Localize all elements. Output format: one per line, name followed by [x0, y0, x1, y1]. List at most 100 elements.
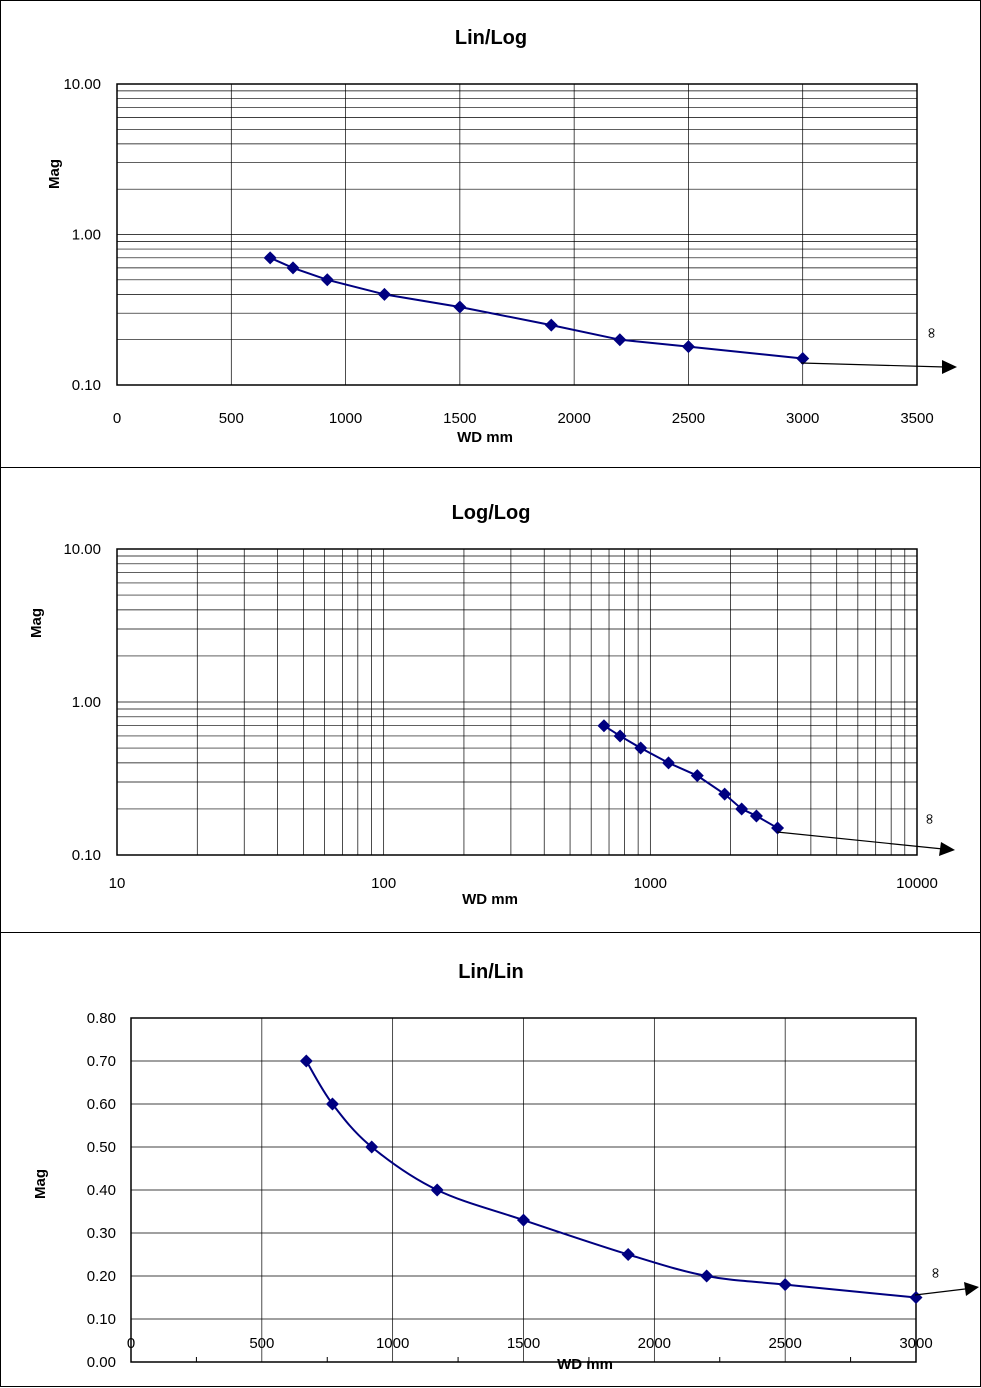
x-axis-label: WD mm — [557, 1356, 613, 1373]
infinity-annotation: ∞ — [926, 1267, 944, 1280]
x-tick-label: 2000 — [557, 410, 590, 427]
infinity-arrow-line — [776, 831, 944, 850]
y-tick-label: 0.30 — [87, 1225, 116, 1242]
x-axis-label: WD mm — [462, 891, 518, 908]
x-axis-label: WD mm — [457, 429, 513, 446]
data-point-marker — [909, 1291, 923, 1304]
x-tick-label: 2000 — [638, 1335, 671, 1352]
data-point-marker — [377, 287, 391, 301]
y-tick-label: 0.70 — [87, 1053, 116, 1070]
x-tick-label: 3500 — [900, 410, 933, 427]
data-point-marker — [517, 1213, 530, 1227]
data-point-marker — [700, 1269, 714, 1283]
x-tick-label: 1000 — [634, 875, 667, 892]
data-point-marker — [690, 769, 704, 783]
data-point-marker — [430, 1183, 444, 1197]
data-point-marker — [544, 318, 558, 332]
tick-labels: 10.00 1.00 0.10 0 500 1000 1500 2000 2500 3000 350… — [63, 76, 933, 427]
series-line — [603, 724, 779, 829]
infinity-arrow-line — [914, 1288, 966, 1296]
chart-panel-log-log: Log/Log 10.00 1.00 0.10 10 100 1000 10000 WD m… — [0, 467, 981, 933]
infinity-arrow-head — [942, 360, 957, 374]
data-point-marker — [662, 756, 676, 770]
data-point-marker — [796, 351, 810, 365]
data-point-marker — [453, 300, 467, 314]
chart-title: Lin/Lin — [458, 961, 524, 983]
tick-labels: 10.00 1.00 0.10 10 100 1000 10000 — [63, 541, 937, 892]
data-point-marker — [325, 1097, 339, 1111]
y-tick-label: 0.40 — [87, 1182, 116, 1199]
x-tick-label: 1000 — [376, 1335, 409, 1352]
x-tick-label: 0 — [113, 410, 121, 427]
data-point-marker — [299, 1054, 313, 1068]
data-point-marker — [597, 719, 611, 733]
data-point-marker — [365, 1140, 379, 1154]
x-tick-label: 500 — [249, 1335, 274, 1352]
y-tick-label: 10.00 — [63, 541, 101, 558]
data-point-marker — [263, 251, 277, 265]
data-point-marker — [613, 333, 627, 347]
plot-area-frame — [116, 83, 918, 386]
y-tick-label: 0.00 — [87, 1354, 116, 1371]
infinity-annotation: ∞ — [920, 813, 938, 826]
y-tick-label: 0.10 — [87, 1311, 116, 1328]
x-tick-label: 2500 — [672, 410, 705, 427]
x-tick-label: 1500 — [507, 1335, 540, 1352]
data-point-marker — [718, 787, 732, 801]
y-tick-label: 0.80 — [87, 1010, 116, 1027]
series-line — [269, 256, 803, 360]
lin-log-chart: Lin/Log 10.00 1.00 0.10 0 500 1000 1500 2000 250… — [46, 27, 957, 446]
lin-lin-chart: Lin/Lin 0.80 0.70 0.60 0.50 0.40 0.30 0.20 0.10… — [32, 961, 979, 1373]
data-point-marker — [621, 1248, 635, 1261]
data-point-marker — [749, 809, 763, 823]
y-tick-label: 0.10 — [72, 847, 101, 864]
x-tick-label: 0 — [127, 1335, 135, 1352]
data-point-marker — [286, 261, 300, 275]
infinity-arrow-line — [800, 362, 946, 368]
chart-panel-lin-lin: Lin/Lin 0.80 0.70 0.60 0.50 0.40 0.30 0.20 0.10… — [0, 932, 981, 1387]
chart-panel-lin-log: Lin/Log 10.00 1.00 0.10 0 500 1000 1500 2000 250… — [0, 0, 981, 468]
y-tick-label: 0.20 — [87, 1268, 116, 1285]
data-point-marker — [634, 741, 648, 755]
x-tick-label: 10 — [109, 875, 126, 892]
plot-area-frame — [116, 548, 918, 856]
data-series — [263, 251, 810, 365]
infinity-annotation: ∞ — [922, 327, 940, 340]
infinity-arrow-head — [939, 842, 955, 856]
y-tick-label: 1.00 — [72, 227, 101, 244]
y-tick-label: 0.10 — [72, 377, 101, 394]
grid-lines — [117, 549, 917, 855]
data-point-marker — [735, 802, 749, 816]
x-tick-label: 3000 — [899, 1335, 932, 1352]
y-axis-label: Mag — [28, 608, 45, 638]
chart-title: Lin/Log — [455, 27, 527, 49]
tick-labels: 0.80 0.70 0.60 0.50 0.40 0.30 0.20 0.10 0.00 0 500… — [87, 1010, 933, 1371]
y-axis-label: Mag — [32, 1169, 49, 1199]
x-tick-label: 500 — [219, 410, 244, 427]
grid-lines — [117, 84, 917, 385]
x-tick-label: 2500 — [768, 1335, 801, 1352]
data-point-marker — [778, 1278, 792, 1292]
x-tick-label: 3000 — [786, 410, 819, 427]
y-axis-label: Mag — [46, 159, 63, 189]
y-tick-label: 0.60 — [87, 1096, 116, 1113]
x-tick-label: 1500 — [443, 410, 476, 427]
y-tick-label: 1.00 — [72, 694, 101, 711]
grid-lines — [131, 1018, 916, 1362]
data-series — [597, 719, 785, 835]
x-tick-label: 1000 — [329, 410, 362, 427]
plot-area-frame — [130, 1017, 917, 1363]
data-point-marker — [771, 821, 785, 835]
chart-title: Log/Log — [452, 502, 531, 524]
data-point-marker — [613, 729, 627, 743]
log-log-chart: Log/Log 10.00 1.00 0.10 10 100 1000 10000 WD m… — [28, 502, 955, 908]
x-tick-label: 10000 — [896, 875, 938, 892]
data-series — [299, 1054, 923, 1304]
infinity-arrow-head — [964, 1282, 979, 1296]
y-tick-label: 10.00 — [63, 76, 101, 93]
x-tick-label: 100 — [371, 875, 396, 892]
data-point-marker — [681, 340, 695, 354]
series-line — [305, 1060, 917, 1299]
y-tick-label: 0.50 — [87, 1139, 116, 1156]
